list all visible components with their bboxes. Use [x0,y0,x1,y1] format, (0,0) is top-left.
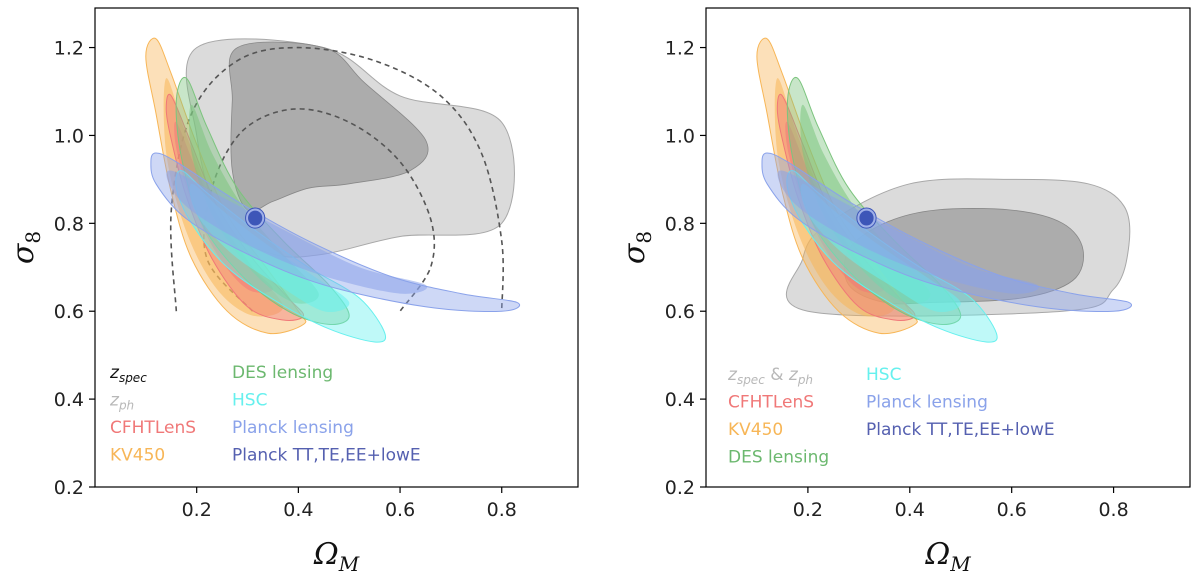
y-tick-label: 0.6 [54,301,84,323]
y-tick-label: 1.0 [665,125,695,147]
y-tick-label: 0.2 [54,477,84,499]
legend-entry: KV450 [110,446,165,466]
axes-frame [94,7,579,488]
legend-entry: zspec [109,363,147,385]
legend: zspec zph CFHTLenS KV450 DES lensing HSC Planc… [109,363,421,466]
planck-lensing-inner-contour [166,170,428,294]
legend: zspec & zph CFHTLenS KV450 DES lensing HSC Pl… [727,365,1055,468]
z-ph-inner-contour [228,41,429,212]
y-tick-label: 1.2 [54,38,84,60]
y-tick-label: 0.2 [665,477,695,499]
x-tick-label: 0.8 [1098,499,1128,521]
cfhtlens-inner-contour [174,121,273,293]
zspec-outer-contour [169,46,505,312]
x-tick-label: 0.8 [487,499,517,521]
planck-lensing-inner-contour [777,170,1039,294]
legend-entry: Planck TT,TE,EE+lowE [232,446,421,466]
cfhtlens-inner-contour [785,121,885,293]
x-tick-label: 0.6 [385,499,415,521]
x-tick-label: 0.2 [182,499,212,521]
x-tick-label: 0.4 [895,499,925,521]
y-tick-label: 1.0 [54,125,84,147]
y-tick-label: 0.8 [54,213,84,235]
x-tick-label: 0.6 [997,499,1027,521]
legend-entry: CFHTLenS [110,418,196,438]
axes-frame [705,7,1191,488]
x-tick-label: 0.4 [283,499,313,521]
legend-entry: HSC [232,391,267,411]
left-panel: 0.2 0.4 0.6 0.80.20.40.60.81.01.2ΩMσ8zspecz… [6,7,579,576]
plot-area [145,37,521,343]
plot-area [756,37,1133,343]
x-axis-label: ΩM [313,537,360,576]
y-tick-label: 0.4 [665,389,695,411]
y-tick-label: 0.6 [665,301,695,323]
y-axis-label: σ8 [6,231,45,264]
planck-tt-te-ee-lowe-inner-contour [859,210,874,226]
legend-entry: zph [109,391,134,413]
legend-entry: Planck lensing [232,418,354,438]
legend-entry: zspec & zph [727,365,813,387]
x-tick-label: 0.2 [793,499,823,521]
y-tick-label: 1.2 [665,38,695,60]
legend-entry: Planck lensing [866,393,988,413]
legend-entry: CFHTLenS [728,393,814,413]
legend-entry: DES lensing [232,363,333,383]
y-tick-label: 0.8 [665,213,695,235]
y-axis-label: σ8 [617,231,656,264]
legend-entry: DES lensing [728,448,829,468]
legend-entry: Planck TT,TE,EE+lowE [866,420,1055,440]
legend-entry: KV450 [728,420,783,440]
y-tick-label: 0.4 [54,389,84,411]
planck-tt-te-ee-lowe-inner-contour [248,210,263,226]
legend-entry: HSC [866,365,901,385]
right-panel: 0.2 0.4 0.6 0.8 0.2 0.4 0.6 0.8 1.0 1.2 ΩM σ8 zspec … [617,7,1191,576]
x-axis-label: ΩM [924,537,971,576]
